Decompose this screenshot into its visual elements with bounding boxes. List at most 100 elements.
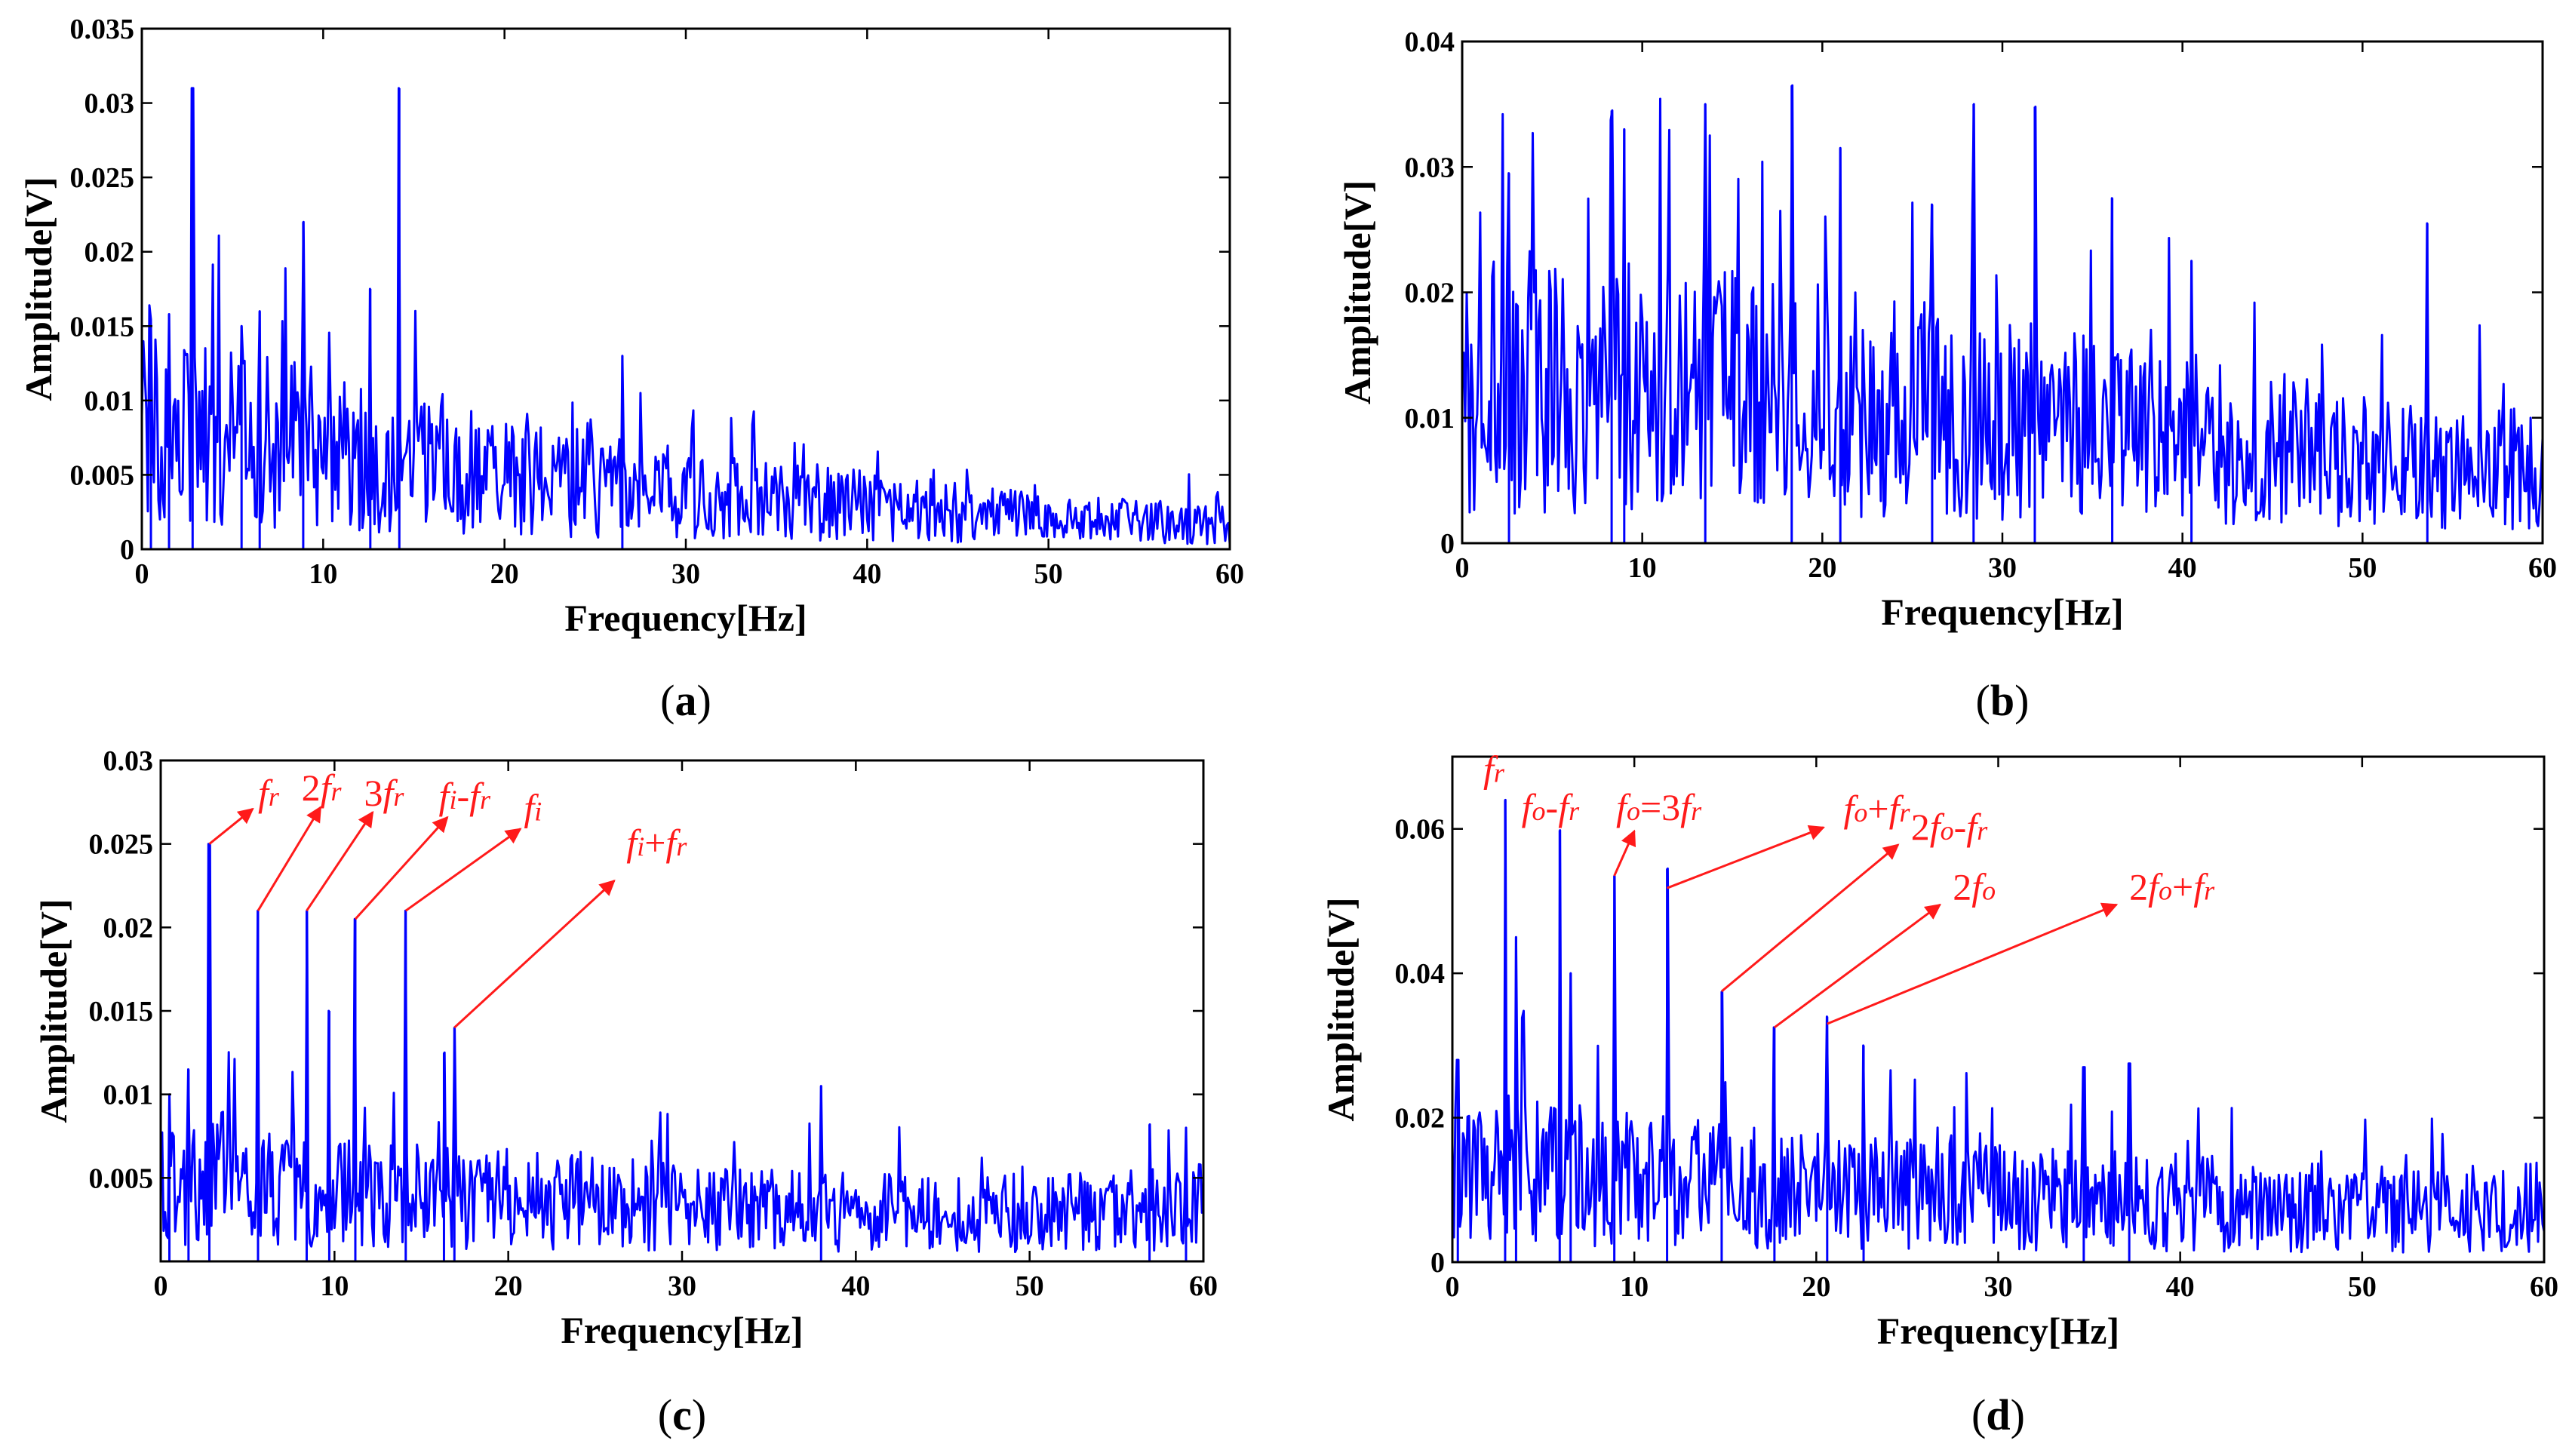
x-tick-label-d: 10	[1620, 1271, 1649, 1303]
y-tick-label-a: 0.005	[70, 459, 135, 491]
y-tick-label-b: 0.03	[1405, 152, 1455, 183]
annotation-arrow-c-0	[208, 807, 254, 845]
x-tick-label-b: 30	[1988, 552, 2017, 584]
y-tick-label-a: 0	[120, 534, 134, 566]
x-axis-label-b: Frequency[Hz]	[1881, 591, 2123, 633]
annotation-arrow-d-6	[1827, 902, 2119, 1025]
caption-b: (b)	[1976, 676, 2030, 725]
x-tick-label-d: 40	[2166, 1271, 2195, 1303]
x-tick-label-d: 50	[2348, 1271, 2377, 1303]
y-tick-label-d: 0	[1430, 1247, 1445, 1279]
annotation-part: o	[1627, 796, 1640, 826]
annotation-part: -	[1954, 806, 1967, 848]
x-tick-label-a: 20	[490, 558, 519, 590]
annotation-part: r	[269, 782, 280, 812]
subplot-b: 0 10 20 30 40 50 60 0 0.01 0.02 0.03 0.04 Frequency…	[1336, 26, 2557, 725]
y-tick-label-a: 0.015	[70, 311, 135, 342]
x-tick-label-a: 0	[135, 558, 149, 590]
annotation-part: r	[1900, 797, 1911, 828]
annotation-part: -	[1546, 786, 1559, 828]
y-axis-label-b: Amplitude[V]	[1336, 180, 1378, 404]
annotation-label-c-2: 3fr	[364, 772, 404, 814]
x-tick-label-c: 50	[1016, 1270, 1044, 1302]
x-tick-label-d: 20	[1802, 1271, 1830, 1303]
annotations-c: fr 2fr 3fr fi-fr fi fi+fr	[208, 766, 687, 1029]
y-tick-label-c: 0.015	[89, 996, 154, 1027]
annotation-arrow-d-3	[1667, 825, 1825, 889]
caption-c: (c)	[658, 1390, 706, 1439]
annotations-d: fr fo-fr fo=3fr fo+fr 2fo-fr 2fo 2fo+fr	[1483, 748, 2215, 1029]
annotation-part: o	[2159, 876, 2172, 906]
annotation-arrow-c-3	[354, 816, 449, 920]
y-tick-label-c: 0.01	[103, 1080, 154, 1111]
x-tick-label-b: 10	[1628, 552, 1657, 584]
annotation-label-d-1: fo-fr	[1522, 786, 1580, 828]
signal-trace-c	[159, 843, 1205, 1261]
annotation-part: r	[2204, 876, 2215, 906]
annotation-label-d-5: 2fo	[1953, 866, 1996, 908]
annotation-part: r	[330, 776, 342, 806]
annotation-arrow-d-5	[1773, 903, 1942, 1029]
caption-d: (d)	[1971, 1390, 2025, 1439]
x-tick-label-a: 30	[671, 558, 700, 590]
annotation-part: 2	[302, 766, 321, 809]
annotation-label-c-4: fi	[524, 787, 542, 829]
x-tick-label-b: 0	[1455, 552, 1470, 584]
x-tick-label-c: 60	[1189, 1270, 1218, 1302]
y-tick-label-d: 0.02	[1395, 1103, 1446, 1135]
caption-letter-d: d	[1986, 1390, 2010, 1439]
x-tick-label-c: 30	[668, 1270, 696, 1302]
annotation-arrow-c-4	[404, 828, 522, 912]
x-tick-label-b: 40	[2168, 552, 2197, 584]
annotation-label-d-3: fo+fr	[1844, 788, 1911, 830]
y-tick-label-a: 0.01	[85, 386, 135, 417]
annotation-part: i	[449, 785, 456, 815]
y-tick-label-b: 0.01	[1405, 403, 1455, 435]
annotation-part: o	[1532, 796, 1546, 826]
caption-a: (a)	[660, 676, 711, 725]
annotation-arrow-c-1	[257, 806, 322, 911]
annotation-label-d-0: fr	[1483, 748, 1505, 791]
annotation-part: +	[2172, 866, 2193, 908]
tick-group-d: 0 10 20 30 40 50 60 0 0.02 0.04 0.06	[1395, 757, 2558, 1303]
signal-trace-a	[140, 87, 1231, 549]
x-tick-label-d: 60	[2530, 1271, 2558, 1303]
annotation-part: -	[456, 775, 469, 817]
subplot-a: 0 10 20 30 40 50 60 0 0.005 0.01 0.015 0.02 0.025 0.0…	[17, 14, 1244, 725]
annotation-part: 3	[364, 772, 383, 814]
signal-line-a	[140, 87, 1231, 545]
y-axis-label-d: Amplitude[V]	[1320, 897, 1362, 1121]
y-axis-label-a: Amplitude[V]	[17, 177, 60, 401]
signal-line-c	[159, 843, 1205, 1254]
y-tick-label-c: 0.005	[89, 1163, 154, 1194]
y-tick-label-c: 0.03	[103, 745, 154, 777]
tick-group-a: 0 10 20 30 40 50 60 0 0.005 0.01 0.015 0.02 0.025 0.0…	[70, 14, 1245, 590]
annotation-label-c-1: 2fr	[302, 766, 343, 809]
annotation-part: r	[1569, 796, 1580, 826]
y-tick-label-a: 0.025	[70, 162, 135, 194]
x-axis-label-a: Frequency[Hz]	[564, 597, 807, 639]
subplot-d: 0 10 20 30 40 50 60 0 0.02 0.04 0.06 Frequency[Hz]…	[1320, 748, 2558, 1440]
y-tick-label-b: 0.02	[1405, 278, 1455, 309]
annotation-part: r	[1494, 758, 1505, 788]
x-tick-label-a: 10	[309, 558, 337, 590]
y-tick-label-a: 0.02	[85, 237, 135, 269]
caption-letter-b: b	[1990, 676, 2014, 725]
annotation-label-d-6: 2fo+fr	[2129, 866, 2215, 908]
x-tick-label-c: 10	[320, 1270, 349, 1302]
tick-group-b: 0 10 20 30 40 50 60 0 0.01 0.02 0.03 0.04	[1405, 26, 2558, 584]
annotation-part: 2	[1953, 866, 1971, 908]
annotation-part: +	[644, 822, 665, 864]
caption-letter-c: c	[672, 1390, 692, 1439]
annotation-part: o	[1941, 816, 1954, 846]
annotation-part: =3	[1640, 786, 1680, 828]
annotation-part: r	[1977, 816, 1988, 846]
y-tick-label-b: 0.04	[1405, 26, 1455, 58]
annotation-part: +	[1867, 788, 1888, 830]
annotation-part: r	[676, 831, 687, 862]
y-tick-label-d: 0.06	[1395, 814, 1446, 846]
signal-line-d	[1451, 798, 2546, 1254]
annotation-part: 2	[1911, 806, 1930, 848]
annotation-part: i	[637, 831, 644, 862]
tick-group-c: 0 10 20 30 40 50 60 0.005 0.01 0.015 0.02 0.025 0.03	[89, 745, 1218, 1302]
